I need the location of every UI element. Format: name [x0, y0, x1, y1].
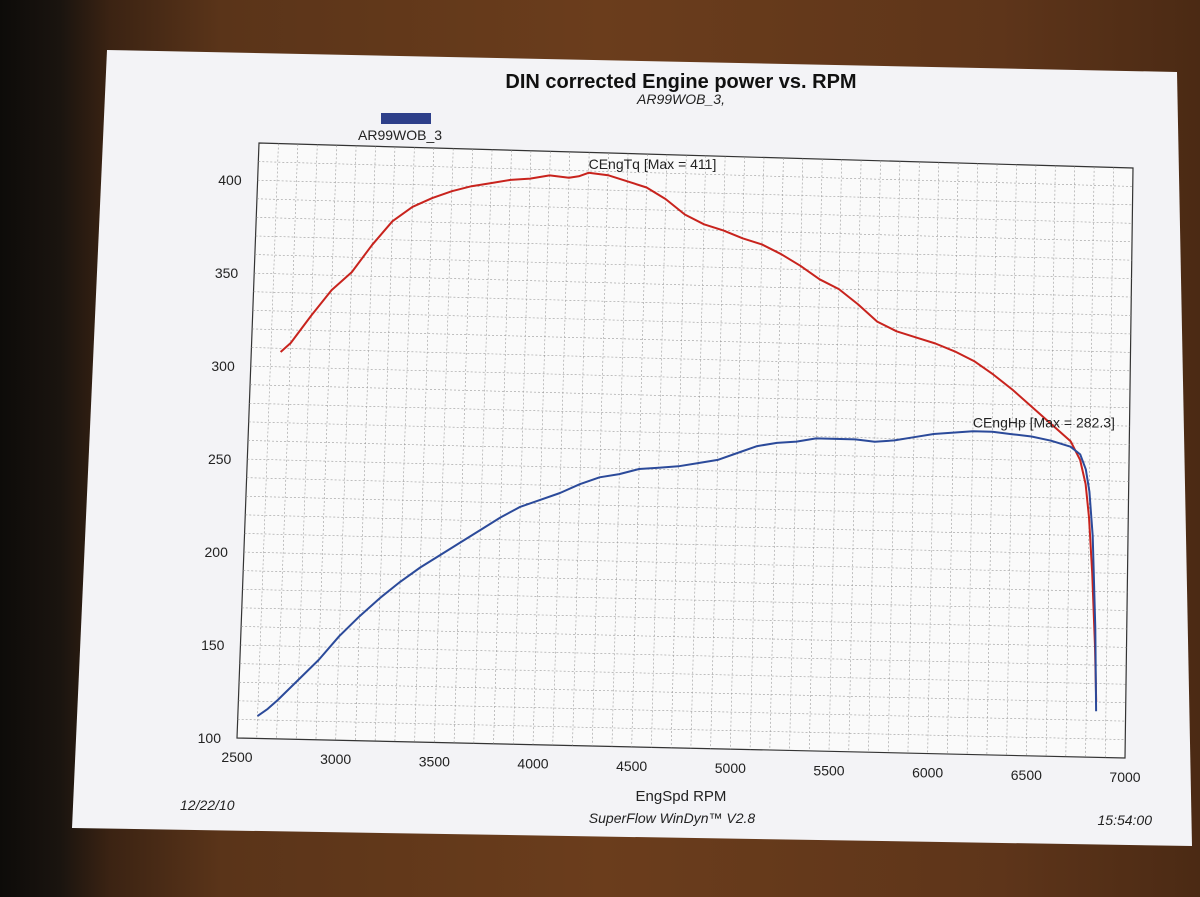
grid-line-vertical: [512, 150, 532, 745]
chart-subtitle: AR99WOB_3,: [636, 91, 725, 107]
chart-series: [256, 171, 1098, 717]
grid-line-vertical: [295, 144, 318, 740]
x-tick-label: 4000: [517, 756, 548, 772]
grid-line-vertical: [828, 159, 842, 752]
x-tick-label: 3000: [320, 751, 351, 767]
y-tick-label: 200: [205, 544, 229, 560]
x-tick-label: 2500: [221, 749, 252, 765]
grid-line-vertical: [966, 163, 978, 755]
grid-line-horizontal: [247, 458, 1129, 482]
x-axis-tick-labels: 2500 3000 3500 4000 4500 5000 5500 6000 6500 7000: [221, 749, 1140, 785]
footer-date: 12/22/10: [180, 797, 235, 813]
chart-title: DIN corrected Engine power vs. RPM: [505, 71, 856, 93]
x-tick-label: 5000: [715, 760, 746, 776]
x-tick-label: 3500: [419, 753, 450, 769]
grid-line-vertical: [493, 150, 512, 744]
grid-line-vertical: [907, 161, 920, 754]
grid-line-vertical: [887, 161, 901, 753]
grid-line-horizontal: [241, 607, 1127, 630]
grid-line-vertical: [453, 149, 473, 743]
y-axis-tick-labels: 100 150 200 250 300 350 400: [198, 172, 242, 746]
plot-frame: [236, 142, 1134, 759]
footer-software: SuperFlow WinDyn™ V2.8: [589, 810, 756, 826]
series-label-cenghp: CEngHp [Max = 282.3]: [973, 414, 1115, 430]
grid-line-horizontal: [247, 440, 1130, 464]
grid-line-horizontal: [243, 551, 1128, 574]
grid-line-vertical: [670, 155, 687, 748]
grid-line-horizontal: [242, 588, 1128, 611]
grid-line-horizontal: [245, 495, 1129, 519]
grid-line-vertical: [986, 164, 998, 755]
grid-line-vertical: [808, 159, 823, 751]
grid-line-vertical: [927, 162, 940, 754]
grid-line-horizontal: [252, 328, 1131, 353]
series-label-cengtq: CEngTq [Max = 411]: [589, 156, 717, 172]
grid-line-vertical: [690, 155, 707, 749]
x-axis-label: EngSpd RPM: [636, 788, 727, 805]
grid-line-horizontal: [243, 570, 1128, 593]
x-tick-label: 6500: [1011, 767, 1042, 783]
y-tick-label: 350: [215, 265, 239, 281]
grid-line-horizontal: [246, 477, 1129, 501]
grid-line-horizontal: [250, 365, 1131, 390]
grid-line-vertical: [276, 144, 299, 739]
grid-line-vertical: [1045, 165, 1056, 757]
grid-line-vertical: [473, 149, 493, 744]
grid-line-vertical: [256, 143, 279, 739]
x-tick-label: 6000: [912, 765, 943, 781]
grid-line-horizontal: [249, 403, 1130, 427]
legend-label: AR99WOB_3: [358, 127, 442, 143]
grid-line-vertical: [1006, 164, 1017, 756]
series-line-cenghp: [256, 430, 1098, 717]
y-tick-label: 150: [201, 637, 225, 653]
grid-line-horizontal: [258, 161, 1133, 187]
grid-line-vertical: [631, 154, 648, 747]
grid-line-vertical: [651, 154, 668, 748]
y-tick-label: 400: [218, 172, 242, 188]
footer-time: 15:54:00: [1098, 812, 1153, 828]
x-tick-label: 5500: [813, 762, 844, 778]
x-tick-label: 7000: [1109, 769, 1140, 785]
y-tick-label: 250: [208, 451, 232, 467]
series-labels: CEngTq [Max = 411] CEngHp [Max = 282.3]: [589, 156, 1115, 430]
grid-line-horizontal: [250, 384, 1130, 408]
grid-line-horizontal: [256, 198, 1133, 224]
grid-line-horizontal: [245, 514, 1129, 538]
grid-line-vertical: [315, 145, 337, 740]
grid-line-vertical: [848, 160, 862, 752]
chart-grid: [236, 142, 1134, 759]
y-tick-label: 100: [198, 730, 222, 746]
grid-line-vertical: [868, 160, 881, 753]
grid-line-vertical: [1026, 165, 1037, 756]
grid-line-horizontal: [248, 421, 1130, 445]
x-tick-label: 4500: [616, 758, 647, 774]
grid-line-vertical: [1065, 166, 1076, 757]
y-tick-label: 300: [211, 358, 235, 374]
grid-line-vertical: [434, 148, 454, 743]
grid-line-vertical: [947, 162, 959, 755]
legend-swatch: [381, 113, 431, 124]
series-line-cengtq: [279, 171, 1098, 703]
grid-line-horizontal: [244, 533, 1128, 556]
grid-line-horizontal: [257, 179, 1133, 206]
grid-line-vertical: [710, 156, 726, 749]
